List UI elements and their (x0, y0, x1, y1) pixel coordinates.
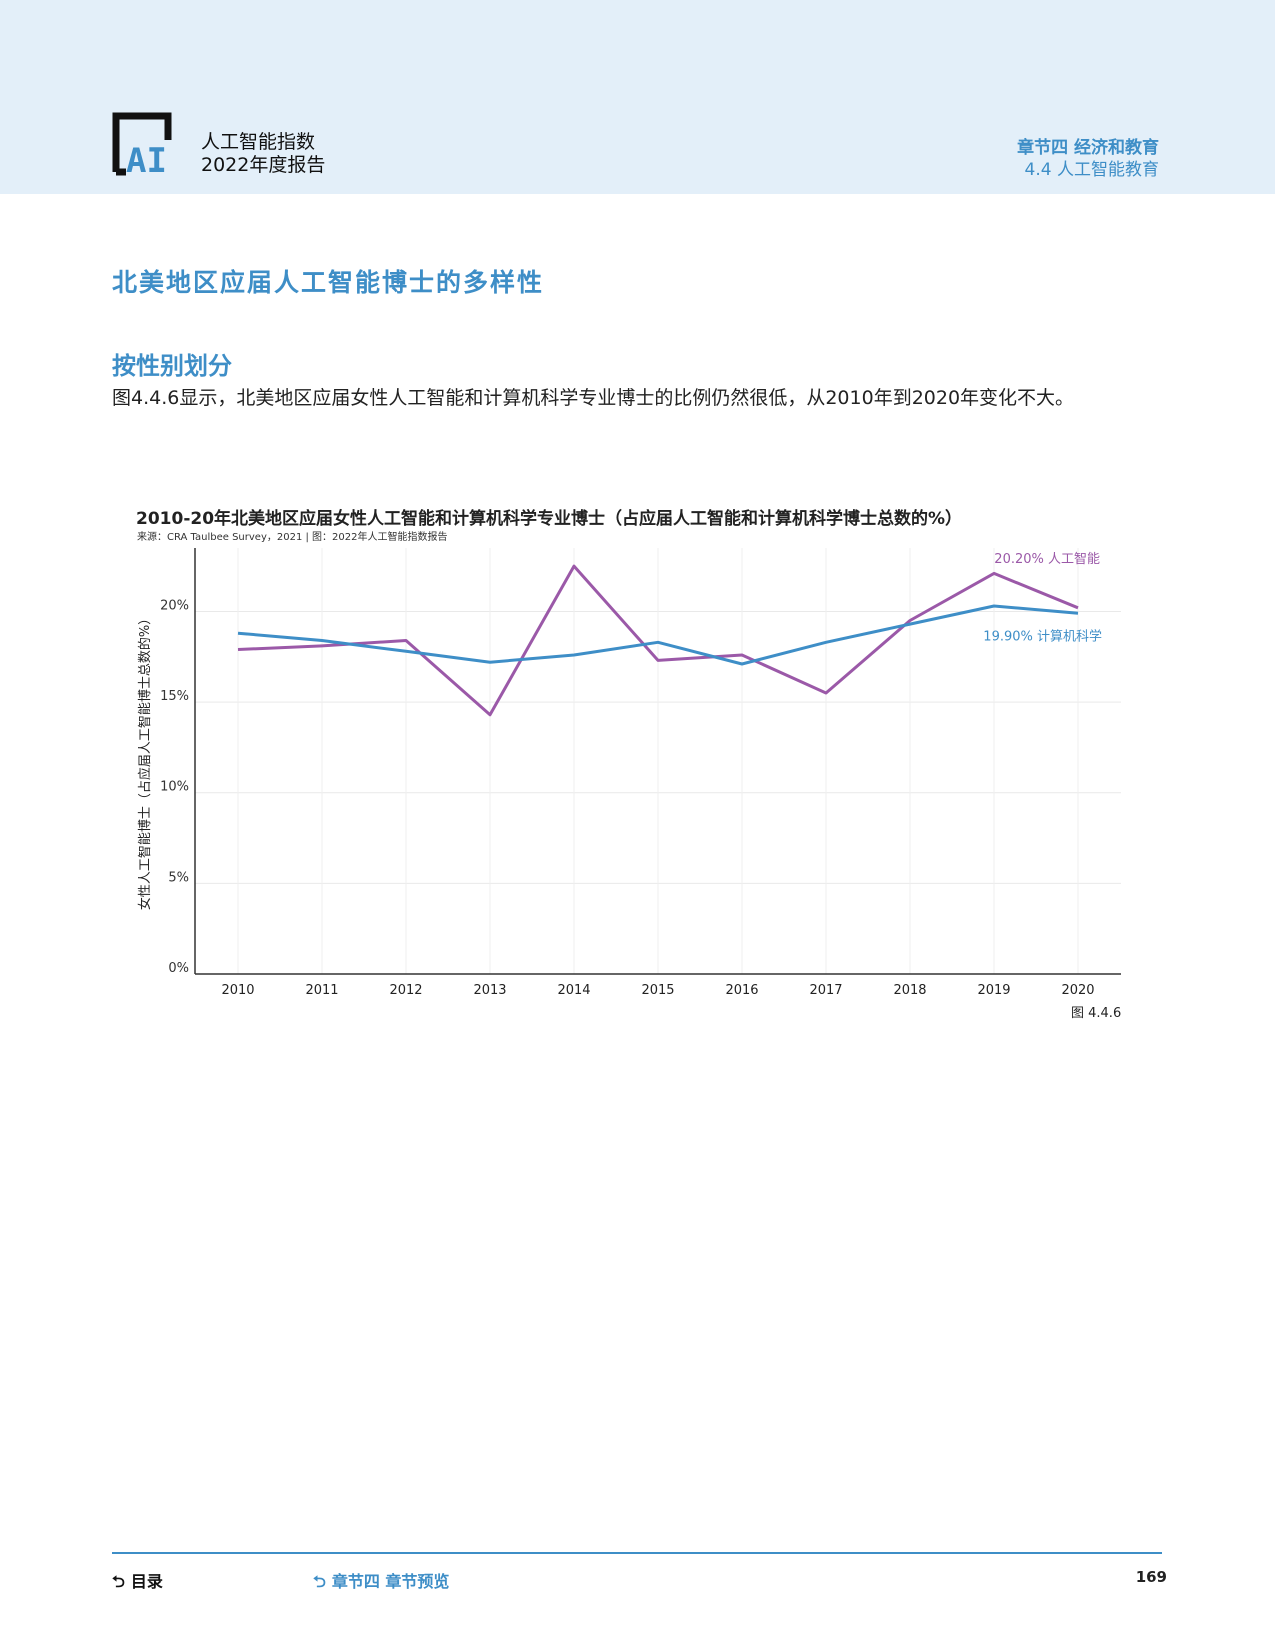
y-tick-label: 5% (168, 870, 189, 885)
chapter-preview-link[interactable]: ⮌ 章节四 章节预览 (313, 1568, 449, 1598)
x-tick-label: 2018 (893, 983, 926, 998)
line-chart: 0% 5% 10% 15% 20% 2010 2011 2012 2013 2014 2015 201… (137, 548, 1121, 998)
chart-source: 来源：CRA Taulbee Survey，2021 | 图：2022年人工智能… (137, 532, 448, 543)
subsection-title: 按性别划分 (112, 352, 232, 380)
x-tick-label: 2011 (305, 983, 338, 998)
x-tick-label: 2013 (473, 983, 506, 998)
report-name-line2: 2022年度报告 (201, 154, 326, 176)
page-number: 169 (1135, 1568, 1167, 1586)
chart-title: 2010-20年北美地区应届女性人工智能和计算机科学专业博士（占应届人工智能和计… (136, 509, 963, 529)
report-name-line1: 人工智能指数 (201, 131, 316, 153)
series-end-label-cs: 19.90% 计算机科学 (983, 628, 1102, 644)
return-arrow-icon: ⮌ (112, 1572, 125, 1591)
y-tick-label: 20% (160, 598, 189, 613)
report-name: 人工智能指数 2022年度报告 (201, 131, 325, 177)
series-line-cs (237, 604, 1079, 666)
y-tick-label: 15% (160, 689, 189, 704)
x-tick-label: 2020 (1061, 983, 1094, 998)
y-tick-label: 10% (160, 780, 189, 795)
x-tick-label: 2019 (977, 983, 1010, 998)
section-title: 北美地区应届人工智能博士的多样性 (112, 268, 545, 297)
x-tick-label: 2016 (725, 983, 758, 998)
x-tick-label: 2015 (641, 983, 674, 998)
y-tick-label: 0% (168, 961, 189, 976)
chapter-preview-label: 章节四 章节预览 (331, 1572, 450, 1591)
toc-link[interactable]: ⮌ 目录 (112, 1568, 163, 1598)
chapter-heading[interactable]: 章节四 经济和教育 4.4 人工智能教育 (1017, 137, 1159, 181)
x-tick-label: 2017 (809, 983, 842, 998)
y-axis-label: 女性人工智能博士（占应届人工智能博士总数的%） (137, 612, 153, 910)
body-text: 图4.4.6显示，北美地区应届女性人工智能和计算机科学专业博士的比例仍然很低，从… (112, 387, 1075, 409)
ai-index-logo: AI (112, 112, 172, 176)
page-header: AI 人工智能指数 2022年度报告 章节四 经济和教育 4.4 人工智能教育 (0, 0, 1275, 194)
series-end-label-ai: 20.20% 人工智能 (994, 552, 1100, 567)
chapter-title[interactable]: 章节四 经济和教育 (1017, 138, 1159, 158)
toc-label: 目录 (130, 1572, 163, 1591)
logo-text: AI (126, 141, 167, 176)
series-line-ai (237, 564, 1079, 717)
x-tick-label: 2010 (221, 983, 254, 998)
x-tick-label: 2012 (389, 983, 422, 998)
x-tick-label: 2014 (557, 983, 590, 998)
figure-label: 图 4.4.6 (1071, 1006, 1122, 1021)
return-arrow-icon: ⮌ (313, 1572, 326, 1591)
footer-divider (112, 1552, 1162, 1554)
chapter-subtitle[interactable]: 4.4 人工智能教育 (1024, 160, 1159, 180)
